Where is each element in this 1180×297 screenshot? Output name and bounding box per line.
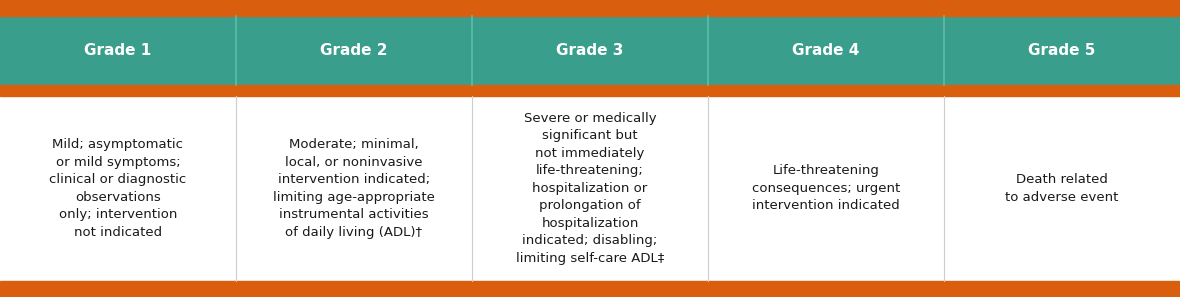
Text: Grade 2: Grade 2 xyxy=(320,43,388,58)
Text: Grade 3: Grade 3 xyxy=(556,43,624,58)
Bar xyxy=(0,16,1180,85)
Text: Mild; asymptomatic
or mild symptoms;
clinical or diagnostic
observations
only; i: Mild; asymptomatic or mild symptoms; cli… xyxy=(50,138,186,238)
Text: Death related
to adverse event: Death related to adverse event xyxy=(1005,173,1119,203)
Bar xyxy=(0,281,1180,297)
Text: Severe or medically
significant but
not immediately
life-threatening;
hospitaliz: Severe or medically significant but not … xyxy=(516,112,664,265)
Text: Grade 4: Grade 4 xyxy=(792,43,860,58)
Text: Grade 5: Grade 5 xyxy=(1028,43,1096,58)
Bar xyxy=(0,96,1180,281)
Text: Moderate; minimal,
local, or noninvasive
intervention indicated;
limiting age-ap: Moderate; minimal, local, or noninvasive… xyxy=(273,138,435,238)
Text: Life-threatening
consequences; urgent
intervention indicated: Life-threatening consequences; urgent in… xyxy=(752,164,900,212)
Bar xyxy=(0,0,1180,16)
Text: Grade 1: Grade 1 xyxy=(85,43,151,58)
Bar xyxy=(0,85,1180,96)
